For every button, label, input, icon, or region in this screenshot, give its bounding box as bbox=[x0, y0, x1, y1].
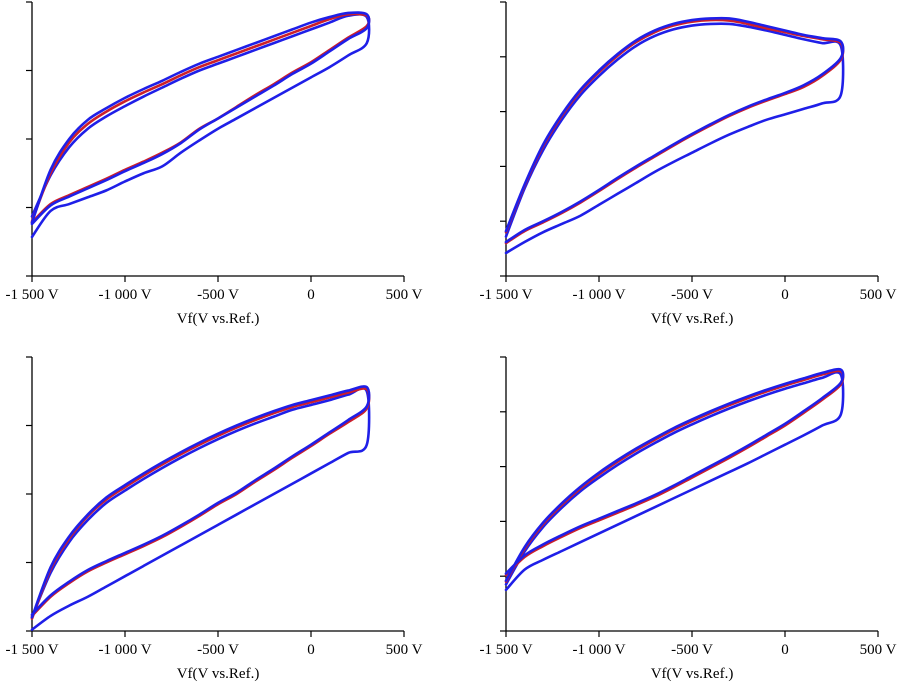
x-tick-label: -1 500 V bbox=[479, 287, 532, 303]
x-axis-title: Vf(V vs.Ref.) bbox=[651, 666, 734, 682]
x-tick-label: -1 500 V bbox=[5, 642, 58, 658]
x-tick-label: -1 500 V bbox=[479, 642, 532, 658]
x-tick-label: -500 V bbox=[197, 642, 239, 658]
x-tick-label: 500 V bbox=[386, 287, 423, 303]
series-line-3 bbox=[30, 385, 371, 619]
series-line-1 bbox=[504, 370, 845, 592]
x-tick-label: 0 bbox=[307, 642, 315, 658]
series-line-1 bbox=[30, 13, 371, 239]
x-tick-label: 0 bbox=[781, 642, 789, 658]
series-line-2 bbox=[504, 369, 845, 583]
series-line-3 bbox=[504, 367, 845, 582]
series-line-2 bbox=[30, 387, 371, 620]
series-line-3 bbox=[30, 11, 371, 226]
series-line-3 bbox=[504, 16, 845, 244]
x-tick-label: 0 bbox=[781, 287, 789, 303]
x-tick-label: 500 V bbox=[860, 642, 897, 658]
series-line-1 bbox=[30, 386, 371, 631]
x-axis-title: Vf(V vs.Ref.) bbox=[651, 311, 734, 327]
panel-top-left: -1 500 V -1 000 V -500 V 0 500 V Vf(V vs.Ref.… bbox=[5, 1, 423, 327]
panel-bottom-left: -1 500 V -1 000 V -500 V 0 500 V Vf(V vs.Ref.… bbox=[5, 356, 423, 682]
x-tick-label: 0 bbox=[307, 287, 315, 303]
x-tick-label: -500 V bbox=[671, 287, 713, 303]
x-tick-label: -1 000 V bbox=[98, 642, 151, 658]
x-tick-label: -500 V bbox=[197, 287, 239, 303]
panel-bottom-right: -1 500 V -1 000 V -500 V 0 500 V Vf(V vs.Ref.… bbox=[479, 356, 897, 682]
x-axis-title: Vf(V vs.Ref.) bbox=[177, 311, 260, 327]
x-tick-label: -1 000 V bbox=[572, 642, 625, 658]
x-tick-label: -500 V bbox=[671, 642, 713, 658]
x-axis-title: Vf(V vs.Ref.) bbox=[177, 666, 260, 682]
x-tick-label: -1 500 V bbox=[5, 287, 58, 303]
x-tick-label: -1 000 V bbox=[572, 287, 625, 303]
x-tick-label: 500 V bbox=[860, 287, 897, 303]
x-tick-label: -1 000 V bbox=[98, 287, 151, 303]
series-line-2 bbox=[504, 18, 845, 245]
panel-top-right: -1 500 V -1 000 V -500 V 0 500 V Vf(V vs.Ref.… bbox=[479, 1, 897, 327]
series-line-1 bbox=[504, 22, 845, 255]
x-tick-label: 500 V bbox=[386, 642, 423, 658]
